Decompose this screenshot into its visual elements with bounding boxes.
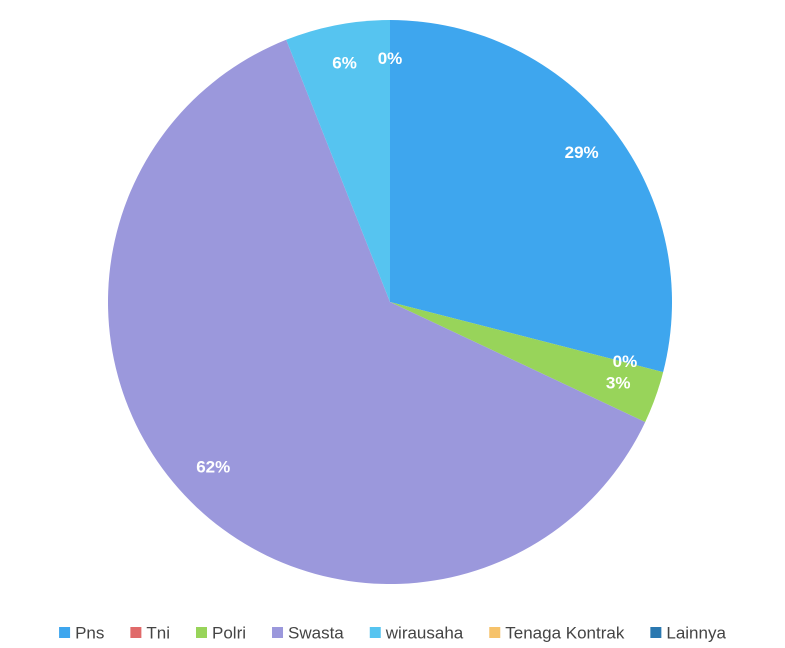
legend-label: Swasta (288, 623, 344, 642)
pie-slice (390, 20, 672, 373)
value-label: 62% (196, 458, 230, 477)
legend-swatch (130, 627, 142, 638)
legend-swatch (369, 627, 381, 638)
pie-slice (108, 39, 646, 584)
value-label: 0% (613, 352, 638, 371)
value-label: 6% (332, 53, 357, 72)
value-label: 0% (378, 49, 403, 68)
legend-label: Polri (212, 623, 246, 642)
value-label: 3% (606, 374, 631, 393)
legend-label: Tenaga Kontrak (505, 623, 625, 642)
legend-swatch (650, 627, 662, 638)
legend-label: Tni (146, 623, 170, 642)
legend-swatch (489, 627, 501, 638)
legend-label: wirausaha (385, 623, 464, 642)
value-label: 29% (565, 143, 599, 162)
legend-label: Lainnya (666, 623, 726, 642)
legend-swatch (196, 627, 207, 638)
pie-slice (286, 20, 390, 302)
legend-label: Pns (75, 623, 104, 642)
pie-slice (390, 302, 664, 423)
legend-swatch (272, 627, 284, 638)
legend-swatch (59, 627, 71, 638)
